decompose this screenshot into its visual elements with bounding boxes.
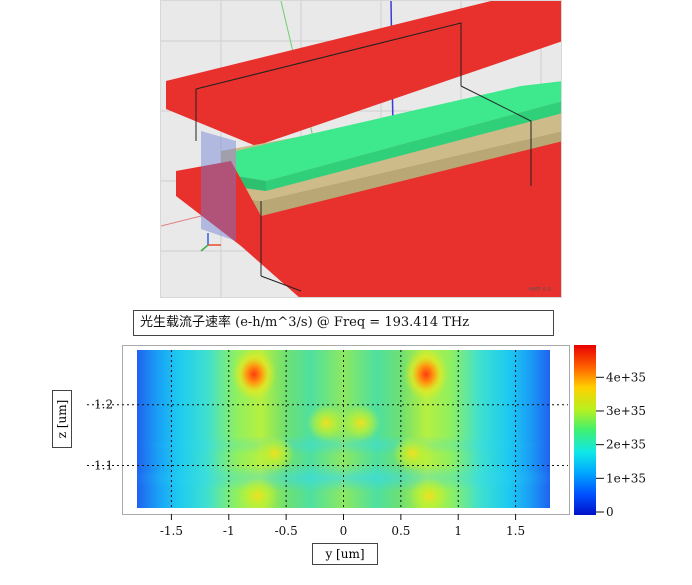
x-tick-label: 1 — [454, 524, 462, 538]
x-axis-label: y [um] — [312, 543, 378, 565]
x-tick-label: 0 — [340, 524, 348, 538]
heatmap-hotspot — [232, 350, 277, 401]
heatmap-hotspot — [306, 404, 347, 441]
axis-triad-icon — [200, 233, 221, 252]
green-ridge — [236, 81, 561, 181]
heatmap-hotspot — [409, 477, 450, 508]
heatmap-hotspot — [392, 435, 433, 472]
x-tick-label: -0.5 — [275, 524, 298, 538]
heatmap-hotspot — [404, 350, 449, 401]
y-tick-label: 1.2 — [94, 398, 113, 412]
upper-red-plate — [166, 1, 561, 146]
heatmap-hotspot — [254, 435, 295, 472]
structure-3d-view: HMT: 0.0 — [161, 1, 561, 297]
heatmap-hotspot — [340, 404, 381, 441]
viewport-corner-text: HMT: 0.0 — [529, 287, 551, 293]
colorbar-tick-label: 3e+35 — [606, 404, 646, 418]
colorbar-tick-label: 4e+35 — [606, 370, 646, 384]
colorbar-tick-label: 2e+35 — [606, 438, 646, 452]
simulation-region-box — [195, 22, 532, 292]
plot-title: 光生载流子速率 (e-h/m^3/s) @ Freq = 193.414 THz — [133, 310, 554, 336]
x-tick-label: -1.5 — [160, 524, 183, 538]
x-tick-label: -1 — [223, 524, 235, 538]
y-tick-label: 1.1 — [94, 458, 113, 472]
monitor-plane — [201, 131, 236, 241]
y-axis-label: z [um] — [52, 390, 72, 448]
colorbar-tick-label: 0 — [606, 505, 614, 519]
colorbar-tick-label: 1e+35 — [606, 471, 646, 485]
x-tick-label: 1.5 — [506, 524, 525, 538]
x-tick-label: 0.5 — [391, 524, 410, 538]
colorbar — [574, 345, 596, 515]
lower-red-plate — [176, 141, 561, 297]
simulation-3d-viewport[interactable]: HMT: 0.0 — [160, 0, 562, 298]
heatmap-hotspot — [237, 477, 278, 508]
